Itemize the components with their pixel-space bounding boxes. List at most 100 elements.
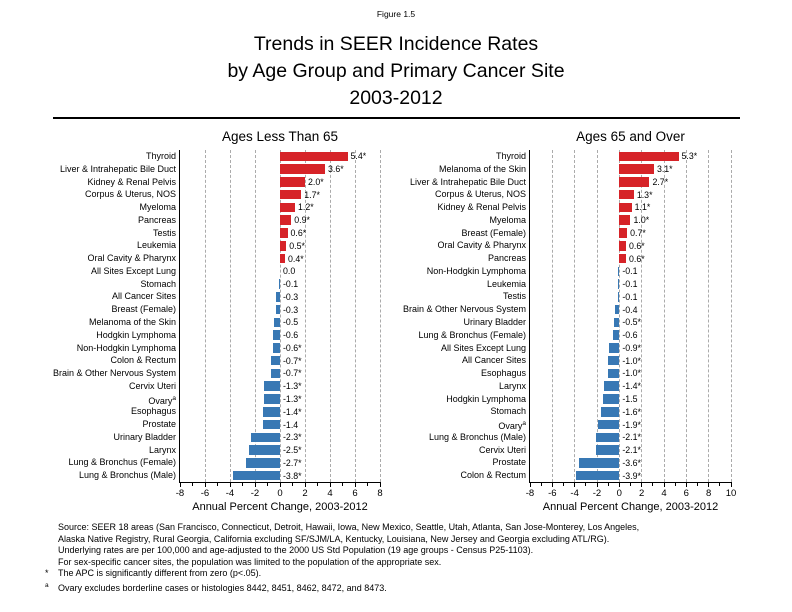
tick-label: 6 <box>352 488 358 499</box>
value-label: -2.5* <box>283 445 302 456</box>
chart-title: Ages 65 and Over <box>576 129 685 144</box>
category-label: Brain & Other Nervous System <box>52 368 176 379</box>
bar <box>280 241 287 251</box>
category-superscript: a <box>172 394 176 402</box>
value-label: 0.6* <box>290 228 307 238</box>
value-label: -2.1* <box>622 445 641 456</box>
footnote-sex-specific-line: For sex-specific cancer sites, the popul… <box>45 557 765 569</box>
category-label: All Cancer Sites <box>461 355 526 366</box>
gridline <box>229 150 231 482</box>
value-label: -3.8* <box>283 470 302 481</box>
value-label: -0.7* <box>283 368 302 379</box>
gridline <box>663 150 665 482</box>
bar <box>601 407 620 417</box>
value-label: 0.4* <box>288 253 304 264</box>
value-label: -1.3* <box>283 381 302 392</box>
axis-tick <box>179 483 181 488</box>
category-label: Thyroid <box>145 151 176 161</box>
value-label: -1.9* <box>622 419 641 430</box>
tick-label: -8 <box>525 488 535 499</box>
value-label: 3.6* <box>328 164 344 175</box>
category-label: Myeloma <box>139 202 176 213</box>
tick-label: -8 <box>175 488 185 499</box>
value-label: -0.1 <box>283 279 299 290</box>
category-label: Liver & Intrahepatic Bile Duct <box>409 176 526 187</box>
value-label: -1.4* <box>283 406 302 417</box>
tick-label: 8 <box>377 488 383 499</box>
bar <box>280 215 292 225</box>
category-label: Thyroid <box>495 151 526 161</box>
x-axis-line <box>529 482 732 484</box>
value-label: -0.1 <box>622 291 638 302</box>
category-superscript: a <box>522 420 526 428</box>
category-label: Pancreas <box>487 253 526 264</box>
category-label: Colon & Rectum <box>110 355 176 366</box>
bar <box>272 330 280 340</box>
bar <box>263 381 280 391</box>
value-label: 1.1* <box>634 202 651 213</box>
bar <box>272 343 280 353</box>
category-label: Leukemia <box>136 240 176 251</box>
value-label: 2.0* <box>308 176 324 187</box>
axis-tick <box>267 483 268 486</box>
tick-label: 4 <box>661 488 667 499</box>
value-label: -3.9* <box>622 470 641 481</box>
axis-tick <box>279 483 281 488</box>
category-label: Breast (Female) <box>111 304 176 315</box>
tick-label: -2 <box>250 488 260 499</box>
category-label: Esophagus <box>480 368 526 379</box>
footnote-source-line-2: Alaska Native Registry, Rural Georgia, C… <box>45 534 765 546</box>
gridline <box>574 150 576 482</box>
tick-label: 4 <box>327 488 333 499</box>
axis-tick <box>254 483 256 488</box>
figure-title: Trends in SEER Incidence Rates by Age Gr… <box>0 31 792 112</box>
bar <box>251 432 280 443</box>
axis-tick <box>607 483 609 486</box>
category-label: Prostate <box>142 419 176 430</box>
axis-title: Annual Percent Change, 2003-2012 <box>192 501 368 513</box>
figure-title-line-2: by Age Group and Primary Cancer Site <box>227 60 565 82</box>
footnote-marker-a: a <box>45 581 49 589</box>
value-label: -1.0* <box>622 368 641 379</box>
gridline <box>730 150 732 482</box>
axis-tick <box>551 483 553 488</box>
value-label: 1.7* <box>304 189 320 200</box>
value-label: -0.5* <box>622 317 641 328</box>
category-label: Leukemia <box>486 278 526 289</box>
gridline <box>618 150 620 482</box>
axis-tick <box>674 483 676 486</box>
value-label: -0.6 <box>283 330 299 341</box>
bar <box>602 394 620 404</box>
value-label: -2.3* <box>283 432 302 443</box>
footnote-rates-line: Underlying rates are per 100,000 and age… <box>45 545 765 557</box>
footnote-text: Underlying rates are per 100,000 and age… <box>58 545 534 555</box>
bar <box>276 304 280 315</box>
axis-tick <box>379 483 381 488</box>
tick-label: -4 <box>570 488 579 499</box>
value-label: -0.4 <box>622 304 638 315</box>
category-label: Lung & Bronchus (Male) <box>78 470 176 481</box>
gridline <box>379 150 381 482</box>
value-label: 5.4* <box>350 151 367 162</box>
category-label: Larynx <box>148 444 176 455</box>
value-label: 0.7* <box>630 228 646 238</box>
gridline <box>551 150 553 482</box>
category-label: Larynx <box>498 380 526 391</box>
value-label: -3.6* <box>622 457 641 468</box>
category-label: All Cancer Sites <box>111 291 176 302</box>
bar <box>271 368 280 379</box>
value-label: -1.5 <box>622 394 638 404</box>
footnote-text: The APC is significantly different from … <box>58 568 262 578</box>
value-label: -1.3* <box>283 394 302 404</box>
tick-label: -6 <box>200 488 210 499</box>
bar <box>619 164 654 174</box>
value-label: 0.6* <box>629 253 645 264</box>
bar <box>619 228 628 238</box>
bar <box>232 470 280 481</box>
bar <box>280 253 285 264</box>
axis-tick <box>618 483 620 488</box>
bar <box>614 304 620 315</box>
category-label: Ovarya <box>498 420 526 432</box>
bar <box>613 317 620 328</box>
